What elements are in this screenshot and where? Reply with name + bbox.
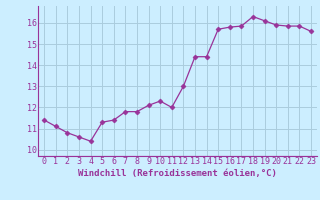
X-axis label: Windchill (Refroidissement éolien,°C): Windchill (Refroidissement éolien,°C)	[78, 169, 277, 178]
